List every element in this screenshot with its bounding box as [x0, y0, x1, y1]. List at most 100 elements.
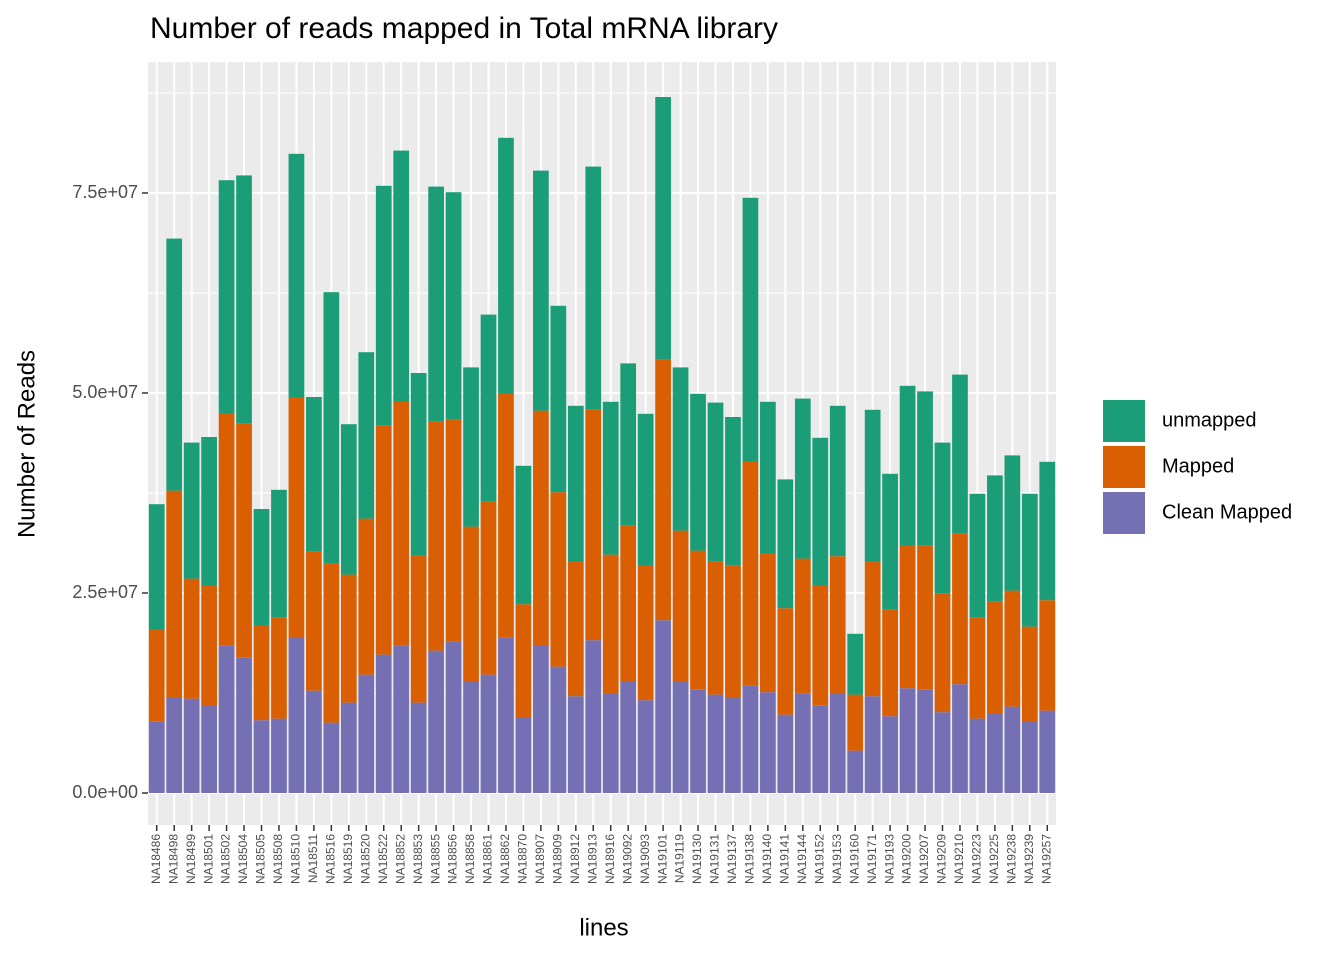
x-tick-label: NA18520 — [358, 834, 372, 884]
bar-segment — [917, 545, 933, 690]
bar-segment — [934, 442, 951, 594]
bar-segment — [969, 617, 986, 719]
x-tick-label: NA18913 — [585, 834, 599, 884]
x-tick-label: NA19193 — [882, 834, 896, 884]
bar-segment — [1021, 493, 1038, 627]
bar-segment — [550, 666, 567, 793]
y-tick-label: 7.5e+07 — [72, 182, 138, 202]
bar-segment — [480, 674, 497, 793]
bar-segment — [655, 359, 671, 621]
bar-segment — [742, 197, 759, 462]
bar-segment — [533, 645, 549, 793]
bar-segment — [952, 374, 968, 534]
bar-segment — [410, 702, 427, 793]
y-tick-label: 0.0e+00 — [72, 782, 138, 802]
legend-key — [1103, 492, 1145, 534]
bar-segment — [428, 421, 444, 651]
bar-segment — [725, 697, 741, 793]
bar-segment — [550, 305, 567, 493]
bar-segment — [463, 367, 479, 527]
bar-segment — [218, 413, 235, 646]
bar-segment — [1004, 455, 1021, 591]
bar-segment — [253, 509, 270, 625]
x-tick-label: NA19138 — [743, 834, 757, 884]
bar-segment — [515, 465, 532, 605]
bar-segment — [393, 401, 410, 646]
x-tick-label: NA19210 — [952, 834, 966, 884]
bar-segment — [218, 180, 235, 413]
bar-segment — [375, 425, 392, 655]
x-tick-label: NA19209 — [935, 834, 949, 884]
x-tick-label: NA18853 — [411, 834, 425, 884]
bar-segment — [829, 693, 846, 793]
bar-segment — [620, 681, 637, 793]
bar-segment — [271, 617, 287, 719]
bar-segment — [393, 645, 410, 793]
bar-segment — [288, 397, 305, 637]
bar-segment — [1039, 600, 1056, 711]
x-tick-label: NA18516 — [324, 834, 338, 884]
x-tick-label: NA18856 — [446, 834, 460, 884]
bar-segment — [340, 424, 357, 575]
bar-segment — [760, 692, 776, 793]
x-tick-label: NA19141 — [778, 834, 792, 884]
bar-segment — [812, 705, 829, 793]
x-tick-label: NA19137 — [725, 834, 739, 884]
bar-segment — [829, 556, 846, 693]
x-tick-label: NA18912 — [568, 834, 582, 884]
x-tick-label: NA19171 — [865, 834, 879, 884]
bar-segment — [445, 192, 462, 420]
bar-segment — [271, 489, 287, 618]
bar-segment — [812, 585, 829, 706]
bar-segment — [794, 693, 811, 793]
bar-segment — [987, 475, 1003, 602]
bar-segment — [166, 697, 183, 793]
x-tick-label: NA18855 — [428, 834, 442, 884]
bar-segment — [760, 553, 776, 693]
bar-segment — [550, 492, 567, 667]
bar-segment — [864, 409, 881, 561]
bar-segment — [533, 410, 549, 645]
x-tick-label: NA19200 — [900, 834, 914, 884]
bar-segment — [218, 645, 235, 793]
bar-segment — [498, 637, 514, 793]
bar-segment — [707, 694, 724, 793]
bar-segment — [672, 530, 689, 681]
x-tick-label: NA18858 — [463, 834, 477, 884]
bar-segment — [445, 641, 462, 793]
x-tick-label: NA19257 — [1039, 834, 1053, 884]
bar-segment — [882, 473, 898, 610]
bar-segment — [428, 186, 444, 422]
x-tick-label: NA18861 — [481, 834, 495, 884]
bar-segment — [567, 561, 584, 697]
x-tick-label: NA19140 — [760, 834, 774, 884]
chart-title: Number of reads mapped in Total mRNA lib… — [150, 12, 778, 45]
bar-segment — [602, 401, 619, 555]
x-tick-label: NA19152 — [812, 834, 826, 884]
bar-segment — [183, 698, 200, 793]
bar-segment — [917, 391, 933, 546]
bar-segment — [306, 690, 322, 793]
bar-segment — [847, 694, 864, 751]
x-tick-label: NA18510 — [289, 834, 303, 884]
bar-segment — [847, 633, 864, 695]
bar-segment — [934, 712, 951, 793]
x-tick-label: NA18519 — [341, 834, 355, 884]
bar-segment — [148, 504, 165, 629]
bar-segment — [323, 292, 340, 564]
bar-segment — [690, 689, 706, 793]
y-tick-label: 5.0e+07 — [72, 382, 138, 402]
bar-segment — [358, 518, 375, 675]
x-tick-label: NA19119 — [673, 834, 687, 883]
x-tick-label: NA19144 — [795, 834, 809, 884]
bar-segment — [253, 720, 270, 793]
x-tick-label: NA18504 — [236, 834, 250, 884]
bar-segment — [637, 700, 654, 793]
x-tick-label: NA19131 — [708, 834, 722, 884]
bar-segment — [585, 166, 602, 410]
x-tick-label: NA18907 — [533, 834, 547, 884]
bar-segment — [1039, 710, 1056, 793]
legend-key — [1103, 400, 1145, 442]
x-tick-label: NA18501 — [201, 834, 215, 884]
